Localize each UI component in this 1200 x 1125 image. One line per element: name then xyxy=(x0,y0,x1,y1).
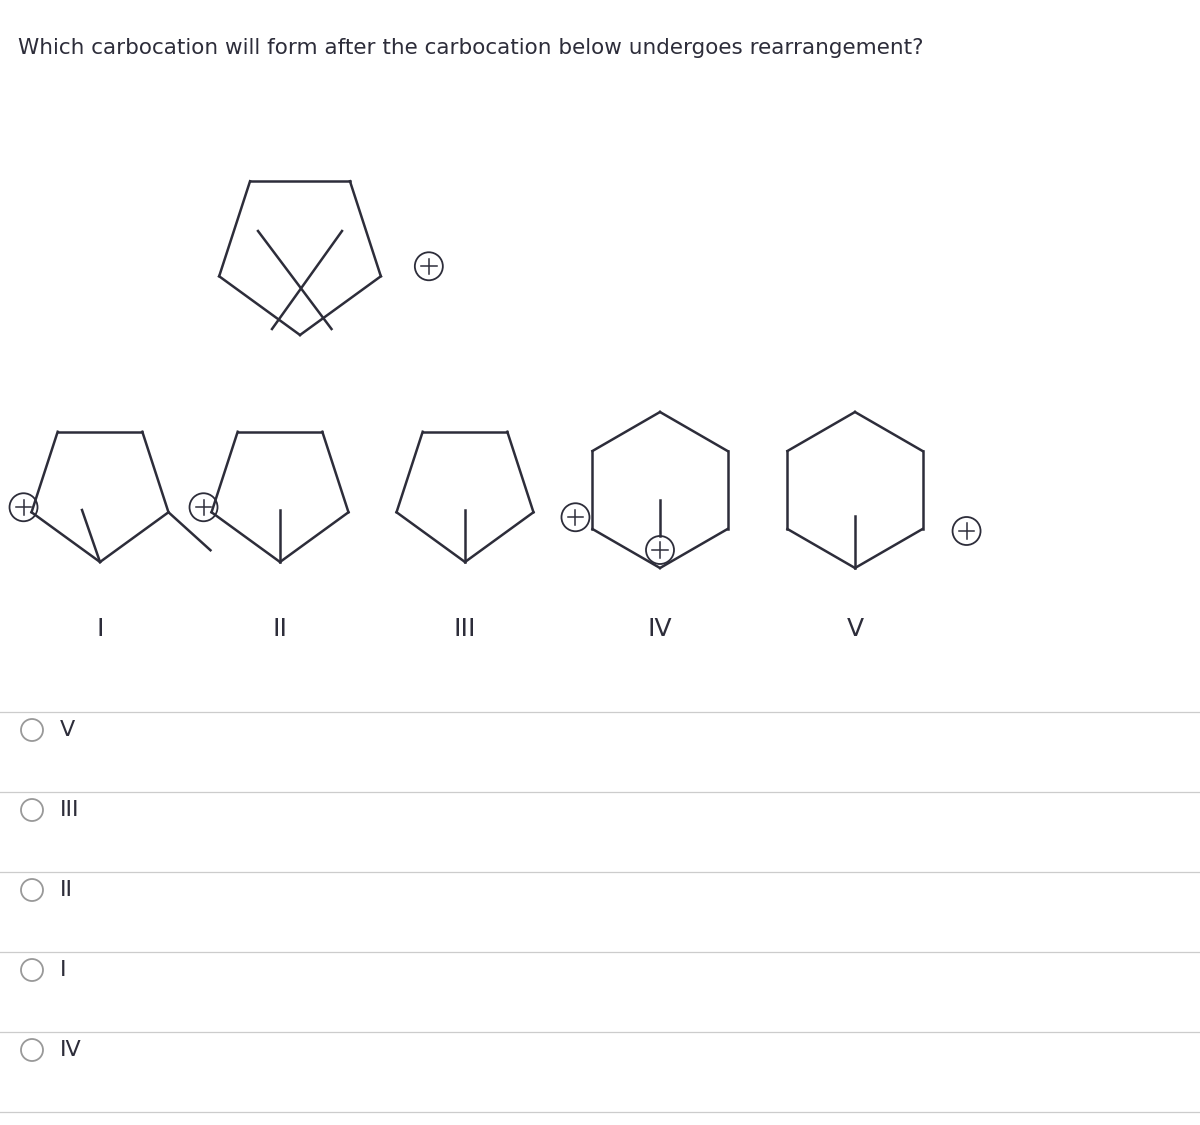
Text: I: I xyxy=(96,616,103,641)
Text: V: V xyxy=(60,720,76,740)
Text: II: II xyxy=(272,616,288,641)
Text: V: V xyxy=(846,616,864,641)
Text: II: II xyxy=(60,880,73,900)
Text: III: III xyxy=(60,800,79,820)
Text: IV: IV xyxy=(60,1040,82,1060)
Text: IV: IV xyxy=(648,616,672,641)
Text: III: III xyxy=(454,616,476,641)
Text: I: I xyxy=(60,960,66,980)
Text: Which carbocation will form after the carbocation below undergoes rearrangement?: Which carbocation will form after the ca… xyxy=(18,38,924,58)
